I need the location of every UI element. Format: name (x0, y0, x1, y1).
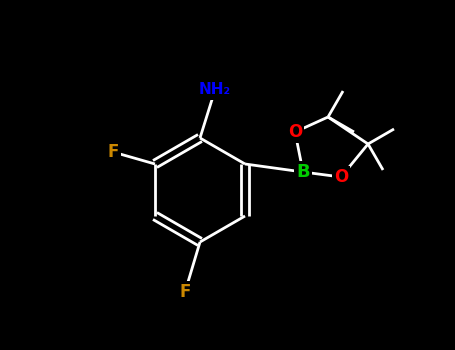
Text: F: F (179, 283, 191, 301)
Text: O: O (288, 123, 302, 141)
Text: NH₂: NH₂ (199, 83, 231, 98)
Text: B: B (296, 163, 310, 181)
Text: F: F (107, 143, 119, 161)
Text: O: O (334, 168, 348, 186)
